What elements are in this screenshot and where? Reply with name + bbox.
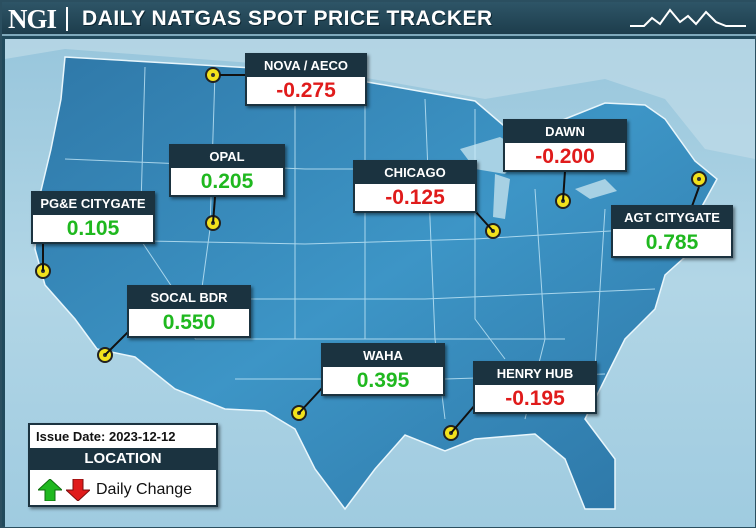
location-change: 0.395	[356, 369, 410, 392]
callout-nova-aeco[interactable]: NOVA / AECO -0.275	[245, 53, 367, 106]
marker-nova-aeco[interactable]	[205, 67, 221, 83]
ngi-logo: NGI	[8, 4, 57, 34]
location-change: 0.550	[162, 311, 216, 334]
location-name: CHICAGO	[355, 162, 475, 184]
location-change: 0.785	[645, 231, 699, 254]
callout-chicago[interactable]: CHICAGO -0.125	[353, 160, 477, 213]
callout-agt-citygate[interactable]: AGT CITYGATE 0.785	[611, 205, 733, 258]
page-title: DAILY NATGAS SPOT PRICE TRACKER	[82, 7, 493, 30]
location-name: SOCAL BDR	[129, 287, 249, 309]
callout-dawn[interactable]: DAWN -0.200	[503, 119, 627, 172]
location-change: -0.275	[276, 79, 336, 102]
lake-erie	[575, 179, 617, 199]
legend-box: Issue Date: 2023-12-12 LOCATION Daily Ch…	[28, 423, 218, 507]
issue-date: Issue Date: 2023-12-12	[36, 429, 176, 444]
us-map: NOVA / AECO -0.275 OPAL 0.205 PG&E CITYG…	[5, 39, 755, 527]
mountain-sparkline-icon	[630, 8, 746, 27]
location-name: PG&E CITYGATE	[33, 193, 153, 215]
callout-waha[interactable]: WAHA 0.395	[321, 343, 445, 396]
location-change: -0.195	[505, 387, 565, 410]
red-down-arrow-icon	[66, 479, 90, 501]
location-change: 0.105	[66, 217, 120, 240]
location-name: NOVA / AECO	[247, 55, 365, 77]
legend-change-label: Daily Change	[96, 481, 193, 498]
location-name: HENRY HUB	[475, 363, 595, 385]
location-change: -0.125	[385, 186, 445, 209]
location-name: DAWN	[505, 121, 625, 143]
callout-socal-bdr[interactable]: SOCAL BDR 0.550	[127, 285, 251, 338]
lake-michigan	[493, 174, 510, 219]
location-name: OPAL	[171, 146, 283, 168]
location-change: 0.205	[200, 170, 254, 193]
callout-opal[interactable]: OPAL 0.205	[169, 144, 285, 197]
callout-pge-citygate[interactable]: PG&E CITYGATE 0.105	[31, 191, 155, 244]
canada-area	[5, 39, 755, 159]
marker-agt-citygate[interactable]	[691, 171, 707, 187]
callout-henry-hub[interactable]: HENRY HUB -0.195	[473, 361, 597, 414]
location-name: WAHA	[323, 345, 443, 367]
location-name: AGT CITYGATE	[613, 207, 731, 229]
legend-location-label: LOCATION	[30, 448, 216, 470]
header-bar: NGI DAILY NATGAS SPOT PRICE TRACKER	[2, 2, 756, 36]
logo-separator	[66, 7, 68, 31]
green-up-arrow-icon	[38, 479, 62, 501]
location-change: -0.200	[535, 145, 595, 168]
